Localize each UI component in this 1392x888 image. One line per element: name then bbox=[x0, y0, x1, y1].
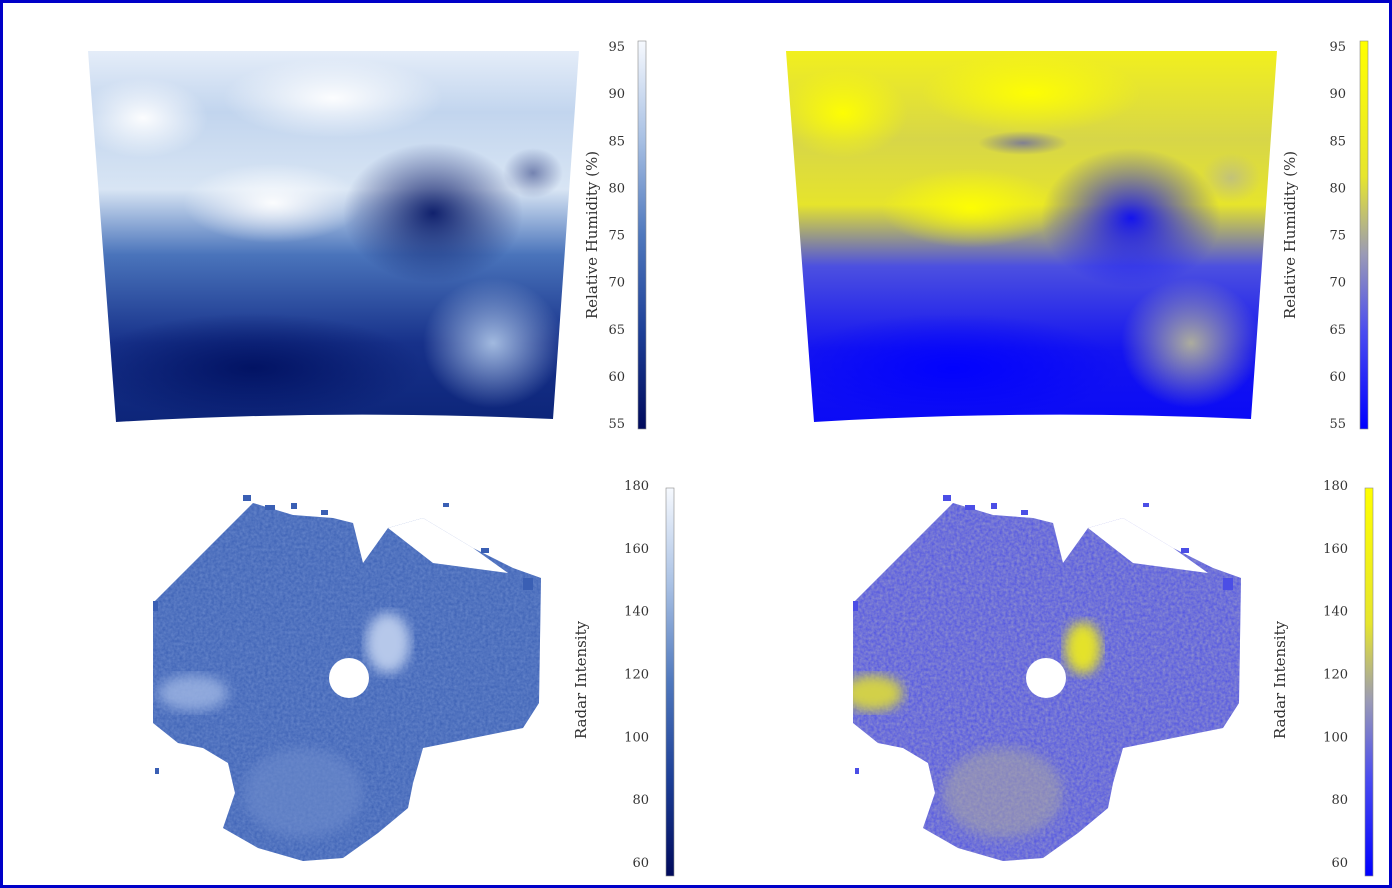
radar-gap-b bbox=[1088, 518, 1208, 573]
radar-center-a bbox=[329, 658, 369, 698]
colorbar-tick-label: 80 bbox=[1331, 793, 1348, 808]
colorbar-tick-label: 80 bbox=[632, 793, 649, 808]
colorbar-tick-label: 120 bbox=[1323, 668, 1348, 683]
colorbar-tick-label: 65 bbox=[1329, 323, 1346, 338]
colorbar-tick-label: 55 bbox=[1329, 417, 1346, 432]
colorbar-tick-label: 70 bbox=[608, 276, 625, 291]
colorbar-tick-label: 60 bbox=[1331, 856, 1348, 871]
colorbar-tick-label: 95 bbox=[608, 40, 625, 55]
colorbar-label-a: Relative Humidity (%) bbox=[583, 151, 601, 319]
colorbar-tick-label: 80 bbox=[1329, 181, 1346, 196]
colorbar-a bbox=[637, 40, 647, 430]
humidity-field-b bbox=[786, 51, 1277, 422]
colorbar-tick-label: 160 bbox=[1323, 542, 1348, 557]
radar-speckles-b bbox=[853, 495, 1233, 774]
colorbar-tick-label: 85 bbox=[608, 134, 625, 149]
colorbar-ticks-c: 180 160 140 120 100 80 60 bbox=[624, 479, 649, 871]
colorbar-tick-label: 90 bbox=[1329, 87, 1346, 102]
colorbar-b bbox=[1359, 40, 1369, 430]
colorbar-tick-label: 60 bbox=[632, 856, 649, 871]
panel-humidity-blue-yellow: 95 90 85 80 75 70 65 60 55 Relative Humidity (%) bbox=[786, 40, 1369, 432]
colorbar-tick-label: 60 bbox=[608, 370, 625, 385]
figure-svg: 95 90 85 80 75 70 65 60 55 Relative Humidity (%)… bbox=[88, 40, 1374, 877]
colorbar-c bbox=[665, 487, 675, 877]
panel-radar-blue-white: 180 160 140 120 100 80 60 Radar Intensity bbox=[153, 479, 675, 877]
colorbar-tick-label: 65 bbox=[608, 323, 625, 338]
colorbar-label-d: Radar Intensity bbox=[1271, 620, 1289, 739]
colorbar-label-b: Relative Humidity (%) bbox=[1281, 151, 1299, 319]
colorbar-ticks-d: 180 160 140 120 100 80 60 bbox=[1323, 479, 1348, 871]
colorbar-tick-label: 180 bbox=[624, 479, 649, 494]
colorbar-tick-label: 80 bbox=[608, 181, 625, 196]
colorbar-tick-label: 180 bbox=[1323, 479, 1348, 494]
colorbar-d bbox=[1364, 487, 1374, 877]
colorbar-tick-label: 140 bbox=[624, 605, 649, 620]
colorbar-tick-label: 90 bbox=[608, 87, 625, 102]
colorbar-tick-label: 95 bbox=[1329, 40, 1346, 55]
panel-humidity-blue-white: 95 90 85 80 75 70 65 60 55 Relative Humidity (%) bbox=[88, 40, 647, 432]
radar-gap-a bbox=[388, 518, 508, 573]
colorbar-tick-label: 85 bbox=[1329, 134, 1346, 149]
colorbar-ticks-b: 95 90 85 80 75 70 65 60 55 bbox=[1329, 40, 1346, 432]
humidity-field-a bbox=[88, 51, 579, 422]
colorbar-ticks-a: 95 90 85 80 75 70 65 60 55 bbox=[608, 40, 625, 432]
colorbar-tick-label: 55 bbox=[608, 417, 625, 432]
colorbar-label-c: Radar Intensity bbox=[572, 620, 590, 739]
colorbar-tick-label: 100 bbox=[1323, 730, 1348, 745]
colorbar-tick-label: 160 bbox=[624, 542, 649, 557]
colorbar-tick-label: 70 bbox=[1329, 276, 1346, 291]
colorbar-tick-label: 60 bbox=[1329, 370, 1346, 385]
colorbar-tick-label: 75 bbox=[1329, 229, 1346, 244]
colorbar-tick-label: 120 bbox=[624, 668, 649, 683]
radar-center-b bbox=[1026, 658, 1066, 698]
colorbar-tick-label: 100 bbox=[624, 730, 649, 745]
colorbar-tick-label: 140 bbox=[1323, 605, 1348, 620]
radar-speckles-a bbox=[153, 495, 533, 774]
panel-radar-blue-yellow: 180 160 140 120 100 80 60 Radar Intensity bbox=[853, 479, 1374, 877]
colorbar-tick-label: 75 bbox=[608, 229, 625, 244]
